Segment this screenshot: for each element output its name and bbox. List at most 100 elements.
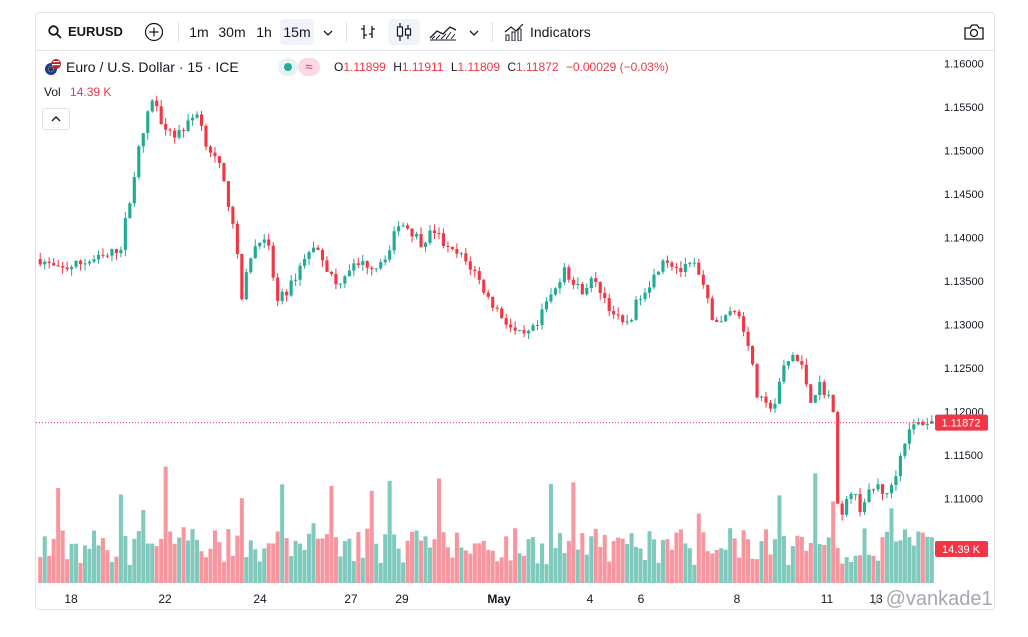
snapshot-button[interactable] bbox=[960, 19, 988, 45]
candle-body bbox=[786, 361, 790, 366]
volume-bar bbox=[862, 528, 867, 583]
candle-body bbox=[898, 455, 902, 477]
candle-body bbox=[173, 130, 177, 138]
candle-body bbox=[782, 365, 786, 382]
volume-bar bbox=[499, 557, 504, 583]
volume-label: Vol bbox=[44, 85, 61, 99]
candle-body bbox=[603, 292, 607, 299]
volume-bars bbox=[38, 466, 934, 583]
volume-bar bbox=[427, 547, 433, 583]
candle-body bbox=[141, 133, 145, 147]
chevron-up-icon bbox=[51, 116, 61, 122]
volume-bar bbox=[656, 562, 661, 583]
candle-body bbox=[280, 291, 284, 301]
symbol-search-button[interactable]: EURUSD bbox=[44, 19, 124, 45]
chevron-down-icon bbox=[323, 30, 333, 36]
volume-bar bbox=[423, 536, 428, 583]
volume-bar bbox=[83, 545, 88, 583]
volume-bar bbox=[902, 529, 907, 583]
candle-body bbox=[343, 276, 347, 284]
interval-1h-button[interactable]: 1h bbox=[256, 24, 272, 40]
candle-body bbox=[477, 271, 481, 280]
candle-body bbox=[706, 284, 710, 299]
candle-body bbox=[432, 230, 437, 234]
time-tick-label: 27 bbox=[344, 592, 358, 606]
watermark: ♪ @vankade1 bbox=[872, 588, 993, 611]
candle-body bbox=[83, 263, 87, 265]
volume-bar bbox=[705, 551, 710, 583]
candle-body bbox=[419, 234, 423, 247]
volume-bar bbox=[60, 530, 65, 583]
candle-body bbox=[544, 301, 549, 310]
time-tick-label: May bbox=[487, 592, 511, 606]
indicators-button[interactable]: Indicators bbox=[502, 19, 602, 45]
candle-body bbox=[159, 106, 163, 124]
candle-body bbox=[733, 311, 737, 313]
volume-bar bbox=[629, 533, 634, 583]
chart-type-dropdown-button[interactable] bbox=[464, 19, 484, 45]
candles-chart-type-button[interactable] bbox=[388, 19, 420, 45]
volume-bar bbox=[257, 561, 262, 583]
volume-bar bbox=[38, 556, 43, 583]
candle-body bbox=[638, 299, 643, 301]
candle-body bbox=[334, 273, 338, 285]
interval-dropdown-button[interactable] bbox=[318, 19, 338, 45]
candle-body bbox=[840, 503, 844, 515]
time-tick-label: 6 bbox=[638, 592, 645, 606]
volume-bar bbox=[844, 557, 849, 583]
volume-bar bbox=[226, 529, 231, 583]
compare-symbol-button[interactable] bbox=[142, 19, 166, 45]
ohlc-bars-icon bbox=[361, 25, 375, 39]
collapse-legend-button[interactable] bbox=[42, 108, 70, 130]
volume-bar bbox=[768, 554, 773, 583]
volume-bar bbox=[849, 561, 854, 583]
indicators-icon bbox=[504, 23, 524, 41]
volume-bar bbox=[235, 535, 240, 583]
delayed-data-badge[interactable]: ≈ bbox=[298, 58, 320, 76]
volume-bar bbox=[732, 538, 737, 583]
volume-bar bbox=[280, 484, 285, 583]
area-chart-type-button[interactable] bbox=[426, 19, 460, 45]
candle-body bbox=[446, 246, 450, 248]
candle-body bbox=[213, 152, 217, 157]
volume-bar bbox=[772, 539, 777, 583]
candle-body bbox=[388, 250, 392, 260]
volume-bar bbox=[127, 564, 132, 583]
volume-bar bbox=[387, 480, 392, 583]
volume-bar bbox=[307, 533, 312, 583]
candle-body bbox=[150, 100, 154, 112]
volume-bar bbox=[47, 555, 52, 583]
candle-body bbox=[302, 258, 307, 266]
volume-bar bbox=[571, 482, 576, 583]
candle-body bbox=[441, 233, 446, 247]
candle-body bbox=[836, 412, 840, 504]
area-chart-icon bbox=[429, 26, 457, 41]
candle-body bbox=[74, 260, 78, 267]
volume-bar bbox=[669, 549, 674, 583]
approx-icon: ≈ bbox=[305, 59, 313, 74]
volume-bar bbox=[777, 495, 782, 583]
volume-bar bbox=[190, 529, 195, 583]
volume-bar bbox=[616, 537, 621, 583]
candle-body bbox=[750, 345, 755, 365]
volume-bar bbox=[356, 532, 361, 583]
interval-30m-button[interactable]: 30m bbox=[218, 24, 246, 40]
volume-bar bbox=[826, 537, 831, 583]
candle-body bbox=[311, 247, 316, 253]
interval-1m-button[interactable]: 1m bbox=[189, 24, 209, 40]
price-tick-label: 1.14500 bbox=[944, 189, 984, 201]
low-value: 1.11809 bbox=[457, 60, 501, 74]
candle-body bbox=[320, 249, 325, 261]
volume-bar bbox=[195, 539, 200, 583]
price-tick-label: 1.12500 bbox=[944, 363, 984, 375]
volume-bar bbox=[665, 539, 670, 583]
candle-body bbox=[549, 294, 553, 302]
candle-body bbox=[504, 318, 508, 325]
time-tick-label: 4 bbox=[587, 592, 594, 606]
bar-chart-type-button[interactable] bbox=[354, 19, 382, 45]
candle-body bbox=[379, 262, 383, 269]
volume-bar bbox=[145, 543, 150, 583]
add-circle-icon bbox=[144, 22, 164, 42]
volume-bar bbox=[880, 537, 885, 583]
interval-15m-button[interactable]: 15m bbox=[280, 19, 314, 45]
